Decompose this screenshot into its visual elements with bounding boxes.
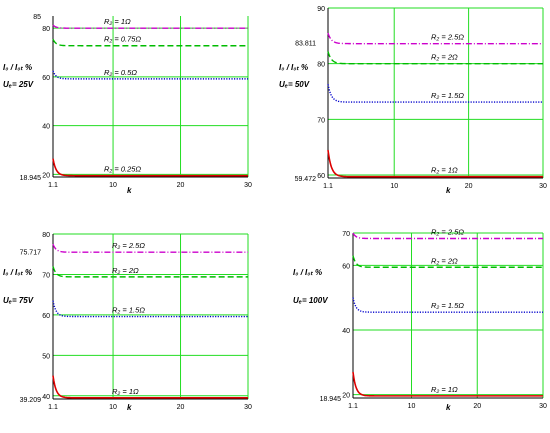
series-line (52, 24, 248, 29)
chart-panel-50v: 60 70 80 90 59.472 83.811 1.1 10 20 30 R₂ = 2.5Ω R₂… (275, 0, 550, 216)
x-tick-label: 20 (473, 403, 481, 410)
voltage-label: Uₑ= 75V (3, 296, 34, 305)
series-line (52, 158, 248, 177)
chart-svg-25v: 20 40 60 80 18.945 85 1.1 10 20 30 R₂ = 1Ω R₂ = 0.7… (20, 14, 252, 189)
y-tick-label: 85 (33, 14, 41, 21)
y-tick-label: 18.945 (20, 175, 42, 182)
y-tick-label: 80 (317, 62, 325, 69)
series-label: R₂ = 0.75Ω (104, 35, 141, 44)
voltage-label: Uₑ= 50V (279, 80, 310, 89)
x-tick-label: 10 (109, 404, 117, 411)
y-tick-label: 60 (317, 173, 325, 180)
series-label: R₂ = 2Ω (112, 266, 139, 275)
series-label: R₂ = 2.5Ω (112, 241, 145, 250)
chart-svg-100v: 20 40 60 70 18.945 1.1 10 20 30 R₂ = 2.5Ω R₂ = 2Ω R… (320, 227, 547, 410)
series-label: R₂ = 2.5Ω (431, 227, 464, 236)
x-tick-label: 1.1 (48, 404, 58, 411)
x-tick-label: 1.1 (323, 183, 333, 190)
y-tick-label: 40 (42, 394, 50, 401)
chart-panel-25v: 20 40 60 80 18.945 85 1.1 10 20 30 R₂ = 1Ω R₂ = 0.7… (0, 0, 275, 216)
x-tick-label: 1.1 (348, 403, 358, 410)
x-tick-label: 20 (177, 404, 185, 411)
series-line (52, 70, 248, 80)
series-label: R₂ = 1.5Ω (431, 91, 464, 100)
y-tick-label: 40 (42, 124, 50, 131)
y-tick-label: 40 (342, 328, 350, 335)
series-label: R₂ = 0.5Ω (104, 68, 137, 77)
series-label: R₂ = 2.5Ω (431, 33, 464, 42)
y-tick-label: 59.472 (295, 176, 317, 183)
y-tick-label: 70 (42, 272, 50, 279)
x-tick-label: 30 (244, 404, 252, 411)
y-tick-label: 39.209 (20, 397, 42, 404)
y-axis-label: I₀ / I₀ₜ % (279, 63, 309, 72)
x-axis-label: k (127, 186, 132, 195)
x-tick-label: 30 (539, 183, 547, 190)
series-line (52, 266, 248, 278)
y-tick-label: 60 (42, 313, 50, 320)
y-tick-label: 50 (42, 353, 50, 360)
series-label: R₂ = 2Ω (431, 53, 458, 62)
y-tick-label: 20 (42, 172, 50, 179)
series-line (52, 300, 248, 318)
x-tick-label: 20 (465, 183, 473, 190)
voltage-label: Uₑ= 25V (3, 80, 34, 89)
y-tick-label: 70 (342, 231, 350, 238)
x-tick-label: 1.1 (48, 182, 58, 189)
y-axis-label: I₀ / I₀ₜ % (3, 268, 33, 277)
series-line (327, 149, 543, 178)
series-line (352, 232, 543, 240)
y-tick-label: 20 (342, 393, 350, 400)
series-line (52, 243, 248, 253)
x-tick-label: 20 (177, 182, 185, 189)
chart-svg-75v: 40 50 60 70 80 39.209 75.717 1.1 10 20 30 R₂ = 2.5Ω… (20, 232, 252, 411)
y-tick-label: 70 (317, 117, 325, 124)
series-line (52, 375, 248, 399)
y-axis-label: I₀ / I₀ₜ % (3, 63, 33, 72)
series-label: R₂ = 0.25Ω (104, 165, 141, 174)
x-tick-label: 10 (390, 183, 398, 190)
series-label: R₂ = 1.5Ω (431, 301, 464, 310)
series-label: R₂ = 1Ω (431, 166, 458, 175)
series-line (352, 297, 543, 313)
x-axis-label: k (127, 403, 132, 412)
y-tick-label: 80 (42, 232, 50, 239)
y-tick-label: 18.945 (320, 396, 342, 403)
x-axis-label: k (446, 186, 451, 195)
y-tick-label: 83.811 (295, 40, 316, 47)
series-line (327, 51, 543, 65)
chart-svg-50v: 60 70 80 90 59.472 83.811 1.1 10 20 30 R₂ = 2.5Ω R₂… (295, 6, 547, 190)
series-label: R₂ = 1Ω (104, 17, 131, 26)
y-axis-label: I₀ / I₀ₜ % (293, 268, 323, 277)
y-tick-label: 90 (317, 6, 325, 13)
x-tick-label: 10 (109, 182, 117, 189)
series-line (352, 255, 543, 268)
y-tick-label: 60 (342, 263, 350, 270)
series-line (327, 32, 543, 45)
series-label: R₂ = 1Ω (112, 387, 139, 396)
series-line (327, 84, 543, 103)
series-label: R₂ = 1.5Ω (112, 306, 145, 315)
series-label: R₂ = 1Ω (431, 385, 458, 394)
voltage-label: Uₑ= 100V (293, 296, 328, 305)
series-line (352, 371, 543, 397)
chart-panel-75v: 40 50 60 70 80 39.209 75.717 1.1 10 20 30 R₂ = 2.5Ω… (0, 216, 275, 433)
y-tick-label: 75.717 (20, 249, 42, 256)
y-tick-label: 60 (42, 75, 50, 82)
series-label: R₂ = 2Ω (431, 256, 458, 265)
y-tick-label: 80 (42, 26, 50, 33)
x-tick-label: 30 (539, 403, 547, 410)
x-tick-label: 30 (244, 182, 252, 189)
chart-panel-100v: 20 40 60 70 18.945 1.1 10 20 30 R₂ = 2.5Ω R₂ = 2Ω R… (275, 216, 550, 433)
series-line (52, 38, 248, 47)
x-axis-label: k (446, 403, 451, 412)
x-tick-label: 10 (408, 403, 416, 410)
